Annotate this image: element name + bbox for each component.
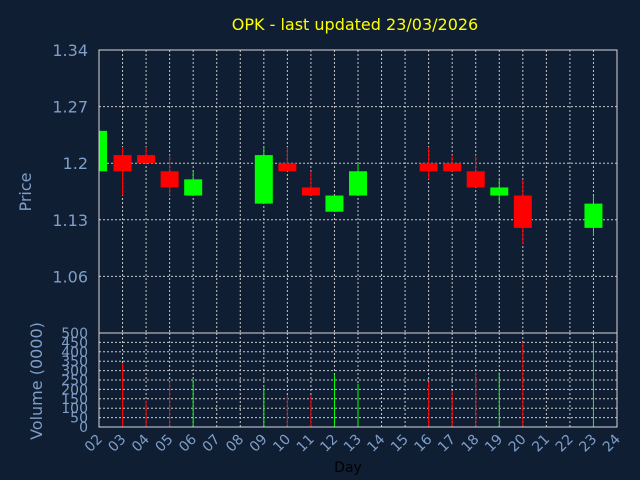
plot-frames (98, 49, 618, 428)
volume-axis-label: Volume (0000) (27, 322, 46, 440)
candle-body (466, 171, 485, 188)
day-tick-label: 20 (506, 432, 530, 456)
day-tick-label: 10 (270, 432, 294, 456)
volume-tick-label: 250 (61, 373, 88, 389)
candle-body (184, 179, 203, 196)
price-tick-label: 1.06 (52, 267, 88, 286)
day-tick-label: 18 (459, 432, 483, 456)
day-tick-label: 24 (600, 431, 624, 455)
day-tick-label: 22 (553, 432, 577, 456)
candle-body (113, 155, 132, 172)
chart-title: OPK - last updated 23/03/2026 (232, 15, 478, 34)
candle-body (160, 171, 179, 188)
candle-body (301, 187, 320, 196)
day-tick-label: 11 (294, 432, 318, 456)
candle-body (137, 155, 156, 164)
price-tick-labels: 1.34 1.27 1.2 1.13 1.06 (52, 41, 88, 286)
candle-body (513, 195, 532, 228)
day-tick-label: 15 (388, 432, 412, 456)
volume-tick-label: 100 (61, 401, 88, 417)
day-tick-label: 17 (435, 432, 459, 456)
volume-tick-label: 350 (61, 354, 88, 370)
day-tick-label: 04 (129, 431, 153, 455)
candle-body (490, 187, 509, 196)
candle-body (584, 203, 603, 228)
day-tick-label: 05 (153, 432, 177, 456)
volume-bars (122, 342, 594, 427)
day-tick-label: 21 (529, 432, 553, 456)
day-tick-label: 13 (341, 432, 365, 456)
day-tick-label: 03 (105, 432, 129, 456)
volume-tick-label: 300 (61, 364, 88, 380)
candle-body (443, 163, 462, 172)
day-tick-label: 09 (247, 432, 271, 456)
volume-tick-label: 450 (61, 335, 88, 351)
candle-body (254, 155, 273, 204)
price-tick-label: 1.27 (52, 98, 88, 117)
price-tick-label: 1.2 (63, 154, 88, 173)
day-axis-label: Day (334, 460, 362, 476)
volume-tick-label: 150 (61, 392, 88, 408)
day-tick-label: 08 (223, 432, 247, 456)
day-tick-label: 07 (200, 432, 224, 456)
volume-tick-label: 500 (61, 326, 88, 342)
candle-body (278, 163, 297, 172)
price-tick-label: 1.34 (52, 41, 88, 60)
price-axis-label: Price (16, 172, 35, 211)
candle-body (419, 163, 438, 172)
candle-body (349, 171, 367, 196)
day-tick-label: 19 (482, 432, 506, 456)
volume-plot-frame (98, 332, 618, 428)
volume-tick-label: 0 (79, 420, 88, 436)
volume-tick-label: 200 (61, 382, 88, 398)
day-tick-label: 23 (576, 432, 600, 456)
day-tick-labels: 02 03 04 05 06 07 08 09 10 11 12 13 14 15 16 17 18 19 20 21… (82, 431, 624, 455)
day-tick-label: 16 (412, 431, 436, 455)
volume-tick-label: 400 (61, 345, 88, 361)
day-tick-label: 06 (176, 431, 200, 455)
day-tick-label: 12 (317, 432, 341, 456)
day-tick-label: 14 (364, 431, 388, 455)
candle-body (99, 130, 107, 172)
candle-body (325, 195, 344, 212)
price-tick-label: 1.13 (52, 211, 88, 230)
volume-tick-label: 50 (70, 411, 88, 427)
price-candles (98, 130, 603, 245)
